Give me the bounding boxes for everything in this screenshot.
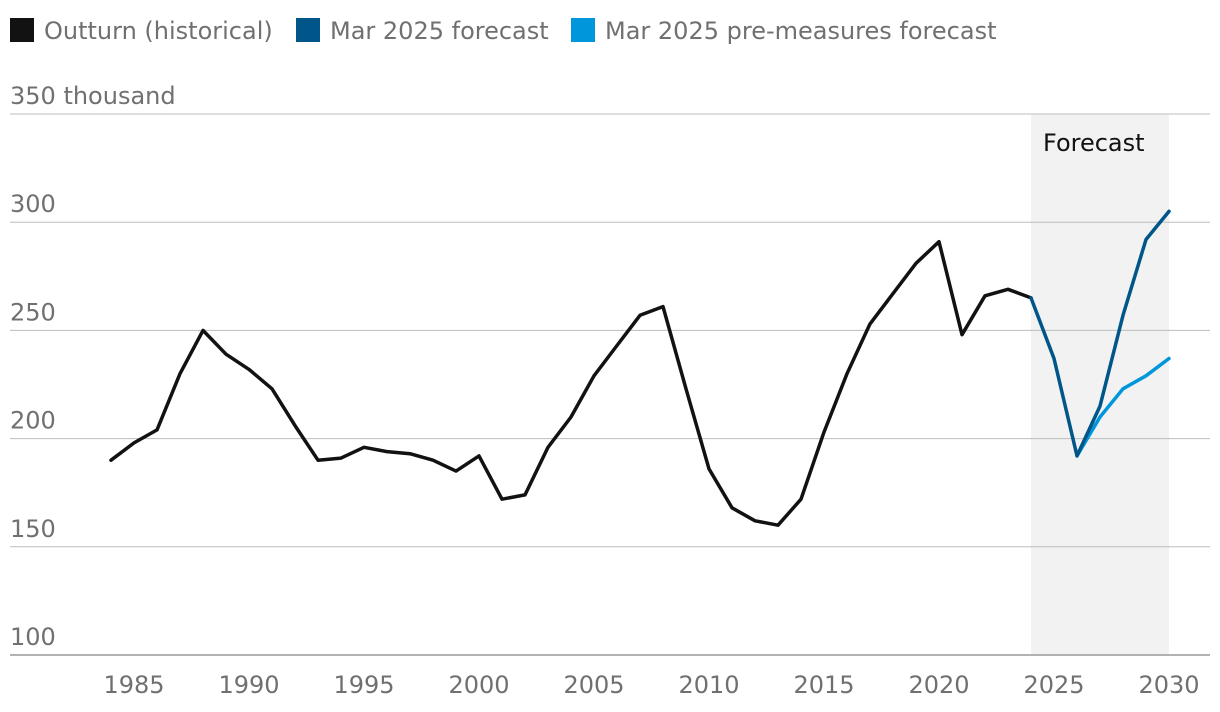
legend-label-outturn: Outturn (historical) [44, 17, 273, 45]
y-axis-top-label: 350 thousand [10, 82, 176, 110]
y-tick-label-100: 100 [10, 623, 56, 651]
y-tick-label-200: 200 [10, 407, 56, 435]
legend-label-forecast: Mar 2025 forecast [330, 17, 549, 45]
series-line-mar-2025-pre-measures-forecast [1075, 356, 1171, 458]
x-tick-label-2000: 2000 [448, 671, 509, 699]
forecast-region [1031, 114, 1169, 655]
series-lines [109, 209, 1171, 527]
x-tick-label-2005: 2005 [563, 671, 624, 699]
x-tick-label-2025: 2025 [1023, 671, 1084, 699]
y-tick-label-250: 250 [10, 298, 56, 326]
legend: Outturn (historical) Mar 2025 forecast M… [10, 17, 996, 45]
forecast-label: Forecast [1043, 129, 1145, 157]
legend-swatch-pre-measures [571, 18, 595, 42]
legend-label-pre-measures: Mar 2025 pre-measures forecast [605, 17, 996, 45]
legend-swatch-outturn [10, 18, 34, 42]
x-tick-label-2030: 2030 [1138, 671, 1199, 699]
x-axis: 1985 1990 1995 2000 2005 2010 2015 2020 2025 2030 [103, 671, 1199, 699]
x-tick-label-1985: 1985 [103, 671, 164, 699]
y-tick-label-150: 150 [10, 515, 56, 543]
x-tick-label-1990: 1990 [218, 671, 279, 699]
y-axis: 350 thousand 300 250 200 150 100 [10, 82, 176, 651]
x-tick-label-2010: 2010 [678, 671, 739, 699]
series-line-outturn-historical [109, 239, 1033, 527]
y-tick-label-300: 300 [10, 190, 56, 218]
legend-swatch-forecast [296, 18, 320, 42]
series-line-mar-2025-forecast [1029, 209, 1171, 458]
x-tick-label-1995: 1995 [333, 671, 394, 699]
y-gridlines [10, 113, 1210, 656]
x-tick-label-2020: 2020 [908, 671, 969, 699]
x-tick-label-2015: 2015 [793, 671, 854, 699]
